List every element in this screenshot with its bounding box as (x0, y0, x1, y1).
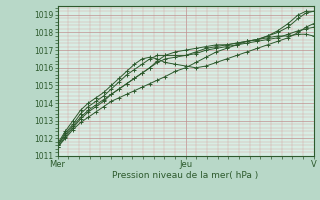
X-axis label: Pression niveau de la mer( hPa ): Pression niveau de la mer( hPa ) (112, 171, 259, 180)
